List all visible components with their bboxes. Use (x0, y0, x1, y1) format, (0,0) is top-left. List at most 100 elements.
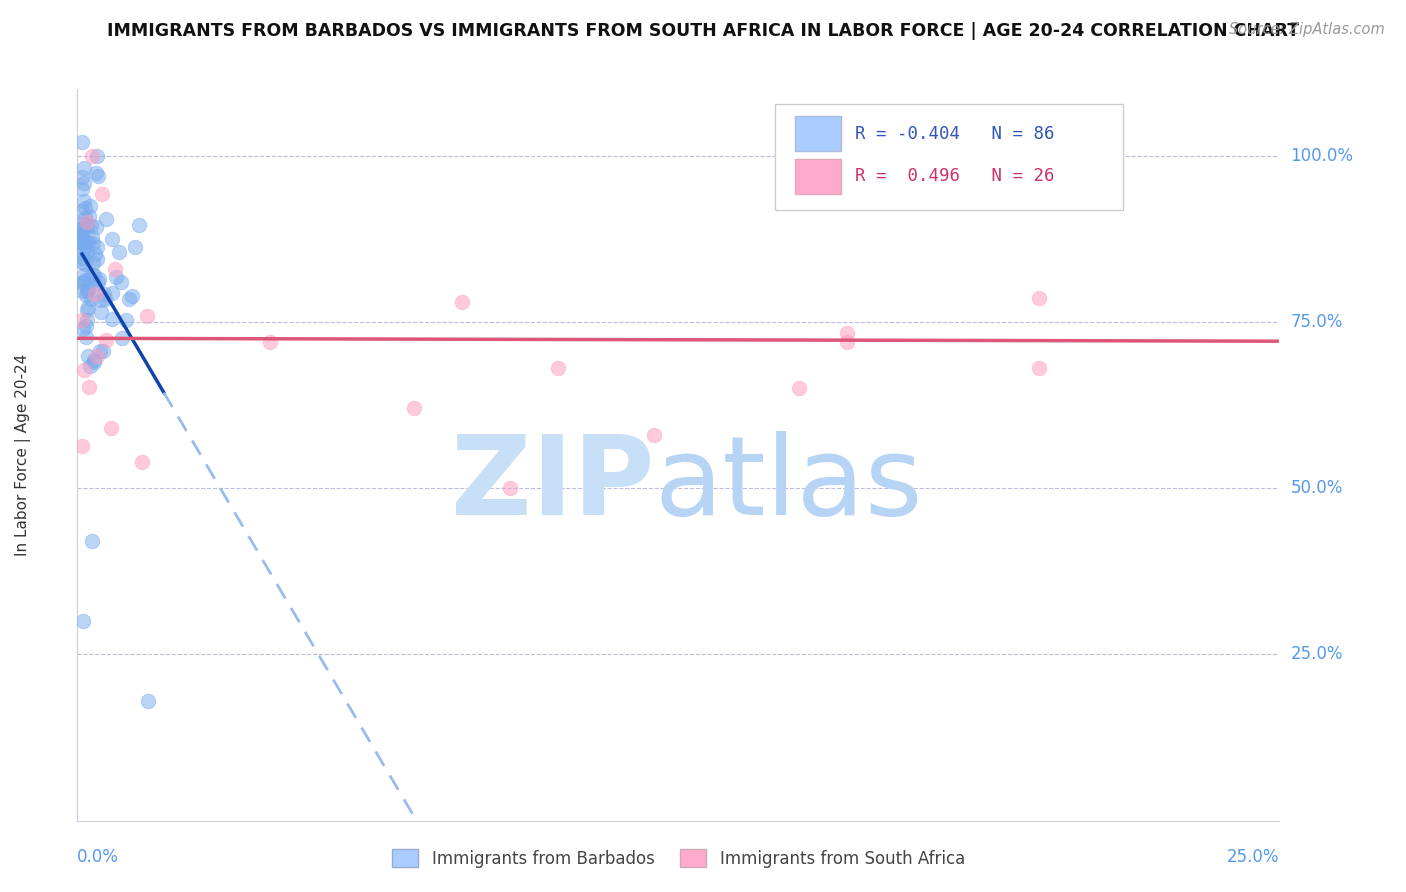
Point (1028, 361, 1050, 376)
Text: 0.0%: 0.0% (77, 848, 120, 866)
Text: 25.0%: 25.0% (1227, 848, 1279, 866)
Point (111, 330, 134, 344)
Point (84, 277, 107, 292)
Bar (794, 116, 841, 152)
Point (76, 215, 98, 229)
Point (75, 318, 97, 333)
Point (70, 136, 93, 150)
Point (73, 363, 96, 377)
Point (70, 225, 93, 239)
Point (86, 149, 108, 163)
Point (79, 359, 101, 374)
Point (91, 344, 114, 359)
Point (75, 257, 97, 271)
Point (70, 229, 93, 244)
Point (75, 330, 97, 344)
Point (402, 401, 425, 416)
Point (75, 211, 97, 226)
Point (91, 187, 114, 202)
Point (93, 287, 115, 301)
Point (73, 275, 96, 289)
Point (1028, 291, 1050, 305)
Text: IMMIGRANTS FROM BARBADOS VS IMMIGRANTS FROM SOUTH AFRICA IN LABOR FORCE | AGE 20: IMMIGRANTS FROM BARBADOS VS IMMIGRANTS F… (107, 22, 1299, 40)
Text: R = -0.404   N = 86: R = -0.404 N = 86 (855, 125, 1054, 143)
Point (643, 428, 665, 442)
Point (104, 270, 127, 285)
Point (79, 292, 101, 306)
Text: atlas: atlas (654, 431, 922, 538)
Point (121, 289, 143, 303)
Point (70, 182, 93, 196)
Point (77, 349, 100, 363)
Point (100, 312, 122, 326)
Point (259, 334, 281, 349)
Point (76, 284, 98, 298)
Text: In Labor Force | Age 20-24: In Labor Force | Age 20-24 (15, 354, 31, 556)
Point (499, 481, 522, 495)
Point (73, 273, 96, 287)
Point (1076, 175, 1098, 189)
Point (114, 313, 136, 327)
Text: 25.0%: 25.0% (1291, 646, 1343, 664)
Point (93, 292, 115, 306)
Point (76, 303, 98, 318)
Point (89, 272, 111, 286)
Point (87, 169, 110, 183)
Point (87, 276, 110, 290)
Legend: Immigrants from Barbados, Immigrants from South Africa: Immigrants from Barbados, Immigrants fro… (385, 842, 972, 874)
Point (73, 161, 96, 175)
Point (110, 276, 132, 290)
Point (94, 212, 117, 227)
Point (86, 349, 108, 363)
Point (835, 326, 858, 340)
Point (90, 293, 112, 307)
Point (82, 267, 104, 281)
Point (79, 199, 101, 213)
Point (72, 614, 94, 628)
Point (101, 285, 124, 300)
Point (73, 202, 96, 216)
Point (135, 309, 157, 323)
Point (70, 222, 93, 236)
Point (90, 305, 112, 319)
Point (83, 268, 105, 282)
Point (75, 288, 97, 302)
Point (72, 235, 94, 250)
Text: 100.0%: 100.0% (1291, 146, 1354, 165)
Point (73, 268, 96, 283)
Point (77, 282, 100, 296)
Point (84, 286, 107, 301)
Point (118, 292, 141, 306)
Point (76, 245, 98, 260)
Point (70, 221, 93, 235)
Point (76, 313, 98, 327)
Point (84, 166, 107, 180)
Point (83, 247, 105, 261)
Point (75, 217, 97, 231)
Point (70, 246, 93, 260)
Point (131, 455, 153, 469)
Point (70, 217, 93, 231)
Point (83, 355, 105, 369)
Point (86, 252, 108, 267)
Point (80, 149, 103, 163)
Point (73, 194, 96, 209)
Text: Source: ZipAtlas.com: Source: ZipAtlas.com (1229, 22, 1385, 37)
Point (70, 284, 93, 298)
Text: ZIP: ZIP (451, 431, 654, 538)
Point (86, 239, 108, 253)
Point (72, 251, 94, 265)
Point (70, 255, 93, 269)
Bar (794, 159, 841, 194)
Point (77, 301, 100, 315)
Text: 50.0%: 50.0% (1291, 479, 1343, 497)
Point (77, 209, 100, 223)
Point (100, 421, 122, 435)
Point (101, 232, 124, 246)
Point (70, 440, 93, 454)
Point (84, 219, 107, 234)
Point (76, 219, 98, 234)
Point (70, 235, 93, 250)
Point (108, 245, 131, 260)
Point (83, 352, 105, 367)
